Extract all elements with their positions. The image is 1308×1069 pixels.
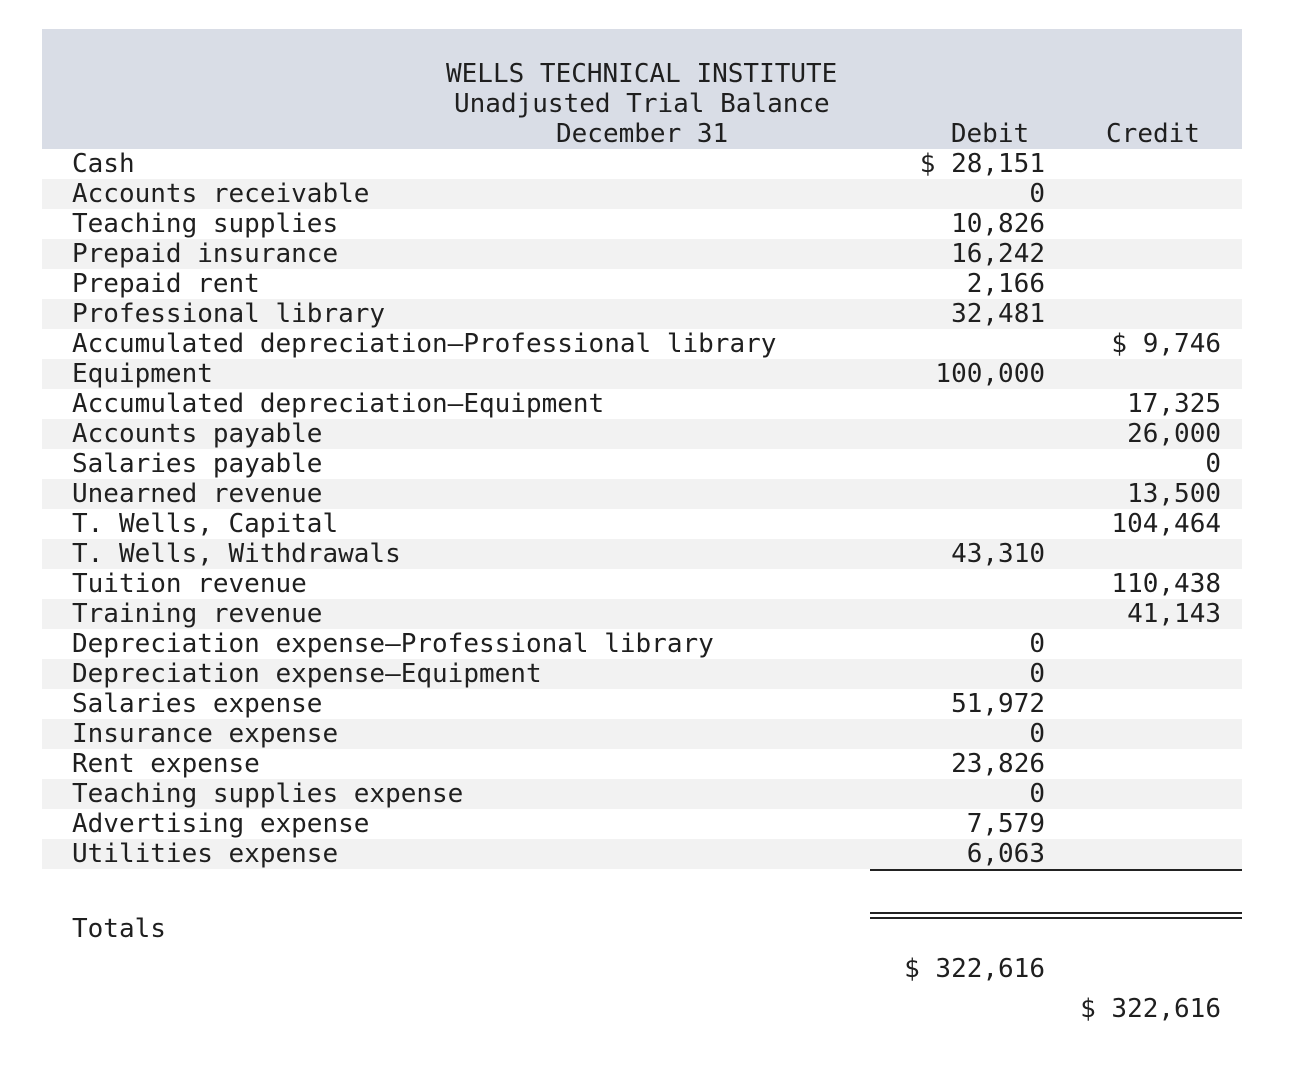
table-row: Unearned revenue 13,500 xyxy=(42,479,1242,509)
debit-amount: 23,826 xyxy=(951,749,1045,779)
table-row: Tuition revenue 110,438 xyxy=(42,569,1242,599)
table-row: Training revenue 41,143 xyxy=(42,599,1242,629)
table-row: Salaries expense 51,972 xyxy=(42,689,1242,719)
table-row: T. Wells, Capital 104,464 xyxy=(42,509,1242,539)
account-name: Training revenue xyxy=(72,599,323,629)
debit-amount: 7,579 xyxy=(966,809,1045,839)
debit-amount: 0 xyxy=(1029,719,1045,749)
debit-amount: 0 xyxy=(1029,779,1045,809)
debit-amount: 2,166 xyxy=(966,269,1045,299)
account-name: Accumulated depreciation—Equipment xyxy=(72,389,605,419)
account-name: Salaries payable xyxy=(72,449,323,479)
debit-amount: 0 xyxy=(1029,629,1045,659)
credit-amount: 104,464 xyxy=(1111,509,1221,539)
debit-amount: 0 xyxy=(1029,659,1045,689)
credit-amount: 17,325 xyxy=(1127,389,1221,419)
account-name: Prepaid insurance xyxy=(72,239,339,269)
account-name: T. Wells, Withdrawals xyxy=(72,539,401,569)
total-debit: $ 322,616 xyxy=(904,954,1045,984)
table-row: T. Wells, Withdrawals 43,310 xyxy=(42,539,1242,569)
account-name: Accounts payable xyxy=(72,419,323,449)
report-date: December 31 xyxy=(556,119,729,149)
credit-amount: 26,000 xyxy=(1127,419,1221,449)
report-header: WELLS TECHNICAL INSTITUTE Unadjusted Tri… xyxy=(42,29,1242,149)
account-name: Depreciation expense—Equipment xyxy=(72,659,542,689)
credit-amount: 41,143 xyxy=(1127,599,1221,629)
account-name: Cash xyxy=(72,149,135,179)
report-title: Unadjusted Trial Balance xyxy=(454,89,830,119)
table-row: Accumulated depreciation—Equipment 17,325 xyxy=(42,389,1242,419)
company-name: WELLS TECHNICAL INSTITUTE xyxy=(446,59,838,89)
table-row: Accounts receivable 0 xyxy=(42,179,1242,209)
debit-amount: 100,000 xyxy=(935,359,1045,389)
account-name: Equipment xyxy=(72,359,213,389)
table-row: Rent expense 23,826 xyxy=(42,749,1242,779)
table-row: Prepaid insurance 16,242 xyxy=(42,239,1242,269)
table-row: Prepaid rent 2,166 xyxy=(42,269,1242,299)
table-row: Depreciation expense—Equipment 0 xyxy=(42,659,1242,689)
account-name: Advertising expense xyxy=(72,809,370,839)
account-name: Accumulated depreciation—Professional li… xyxy=(72,329,777,359)
total-credit: $ 322,616 xyxy=(1080,994,1221,1024)
debit-column-header: Debit xyxy=(950,119,1030,149)
table-row: Teaching supplies 10,826 xyxy=(42,209,1242,239)
account-name: Accounts receivable xyxy=(72,179,370,209)
account-name: Salaries expense xyxy=(72,689,323,719)
debit-amount: 51,972 xyxy=(951,689,1045,719)
account-name: T. Wells, Capital xyxy=(72,509,339,539)
account-name: Utilities expense xyxy=(72,839,339,869)
credit-column-header: Credit xyxy=(1106,119,1200,149)
account-name: Insurance expense xyxy=(72,719,339,749)
trial-balance-sheet: WELLS TECHNICAL INSTITUTE Unadjusted Tri… xyxy=(42,29,1242,1024)
table-row: Utilities expense 6,063 xyxy=(42,839,1242,869)
debit-amount: 0 xyxy=(1029,179,1045,209)
debit-amount: 43,310 xyxy=(951,539,1045,569)
credit-amount: 13,500 xyxy=(1127,479,1221,509)
account-name: Unearned revenue xyxy=(72,479,323,509)
table-row: Accumulated depreciation—Professional li… xyxy=(42,329,1242,359)
credit-amount: 0 xyxy=(1205,449,1221,479)
debit-amount: $ 28,151 xyxy=(919,149,1045,179)
table-row: Equipment 100,000 xyxy=(42,359,1242,389)
account-name: Depreciation expense—Professional librar… xyxy=(72,629,714,659)
total-rule-single xyxy=(870,869,1242,871)
table-row: Professional library 32,481 xyxy=(42,299,1242,329)
totals-label: Totals xyxy=(72,914,166,944)
table-row: Accounts payable 26,000 xyxy=(42,419,1242,449)
account-name: Teaching supplies xyxy=(72,209,339,239)
account-rows: Cash $ 28,151 Accounts receivable 0 Teaching… xyxy=(42,149,1242,869)
table-row: Depreciation expense—Professional librar… xyxy=(42,629,1242,659)
credit-amount: $ 9,746 xyxy=(1111,329,1221,359)
total-rule-double xyxy=(870,912,1242,919)
debit-amount: 6,063 xyxy=(966,839,1045,869)
debit-amount: 16,242 xyxy=(951,239,1045,269)
account-name: Prepaid rent xyxy=(72,269,260,299)
debit-amount: 32,481 xyxy=(951,299,1045,329)
debit-amount: 10,826 xyxy=(951,209,1045,239)
table-row: Salaries payable 0 xyxy=(42,449,1242,479)
account-name: Teaching supplies expense xyxy=(72,779,464,809)
account-name: Rent expense xyxy=(72,749,260,779)
table-row: Insurance expense 0 xyxy=(42,719,1242,749)
totals-row: Totals $ 322,616 $ 322,616 xyxy=(42,869,1242,1024)
account-name: Tuition revenue xyxy=(72,569,307,599)
account-name: Professional library xyxy=(72,299,386,329)
table-row: Advertising expense 7,579 xyxy=(42,809,1242,839)
table-row: Cash $ 28,151 xyxy=(42,149,1242,179)
table-row: Teaching supplies expense 0 xyxy=(42,779,1242,809)
credit-amount: 110,438 xyxy=(1111,569,1221,599)
